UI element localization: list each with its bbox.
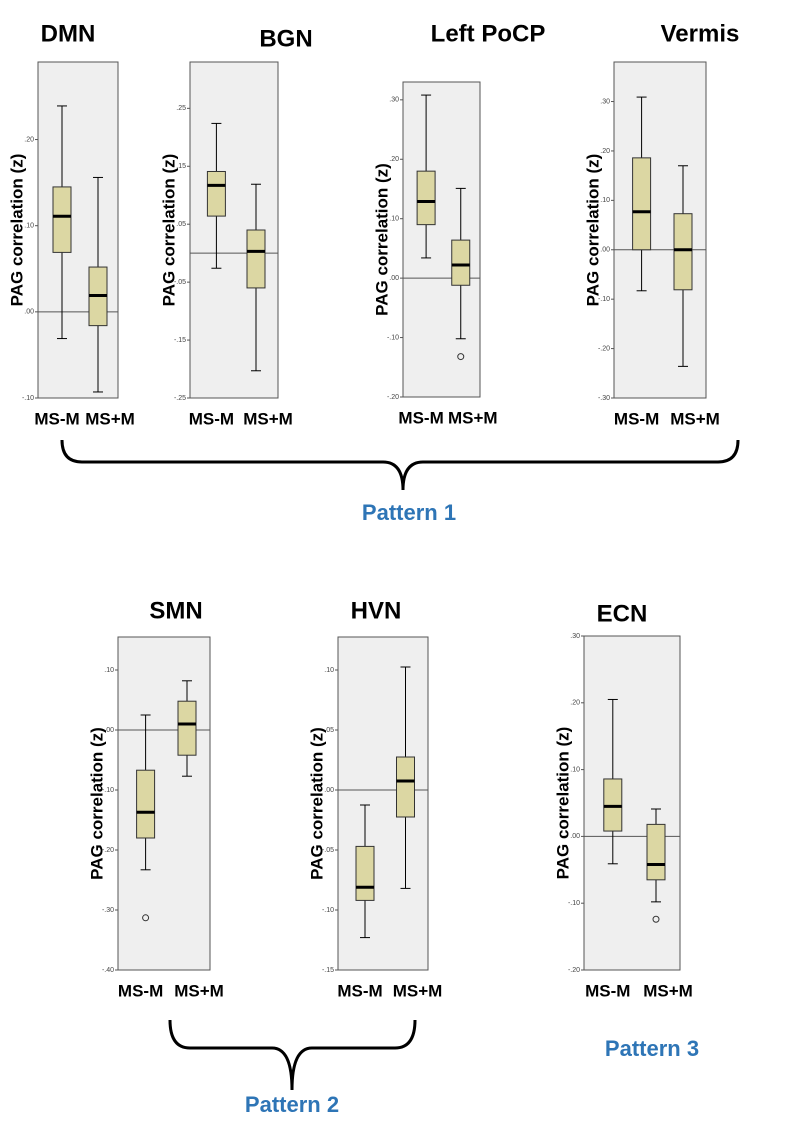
y-tick-label: .00 bbox=[600, 247, 610, 254]
y-tick-label: .00 bbox=[324, 787, 334, 794]
y-tick-label: -.20 bbox=[598, 345, 610, 352]
box bbox=[52, 186, 72, 253]
outlier bbox=[652, 915, 660, 923]
y-axis-label: PAG correlation (z) bbox=[372, 163, 391, 316]
y-tick-label: -.30 bbox=[102, 907, 114, 914]
pattern-label: Pattern 1 bbox=[362, 500, 456, 525]
y-axis-label: PAG correlation (z) bbox=[87, 727, 106, 880]
box bbox=[416, 170, 436, 226]
x-tick-label: MS+M bbox=[243, 409, 293, 428]
x-tick-label: MS+M bbox=[670, 409, 720, 428]
box bbox=[355, 845, 375, 901]
y-tick-label: .05 bbox=[324, 727, 334, 734]
y-axis-label: PAG correlation (z) bbox=[553, 727, 572, 880]
y-tick-label: .10 bbox=[24, 223, 34, 230]
plot-area bbox=[117, 636, 211, 971]
y-tick-label: -.05 bbox=[174, 279, 186, 286]
chart-title: ECN bbox=[597, 600, 648, 627]
y-tick-label: -.20 bbox=[568, 967, 580, 974]
x-tick-label: MS-M bbox=[337, 981, 382, 1000]
y-tick-label: -.15 bbox=[174, 337, 186, 344]
x-tick-label: MS-M bbox=[614, 409, 659, 428]
pattern-2-bracket bbox=[168, 1019, 417, 1091]
pattern-label: Pattern 3 bbox=[605, 1036, 699, 1061]
pattern-label: Pattern 2 bbox=[245, 1092, 339, 1117]
y-tick-label: .10 bbox=[389, 216, 399, 223]
y-tick-label: -.20 bbox=[387, 394, 399, 401]
x-tick-label: MS-M bbox=[118, 981, 163, 1000]
y-tick-label: -.10 bbox=[102, 787, 114, 794]
x-tick-label: MS-M bbox=[189, 409, 234, 428]
y-tick-label: .00 bbox=[570, 833, 580, 840]
x-tick-label: MS-M bbox=[585, 981, 630, 1000]
x-tick-label: MS+M bbox=[393, 981, 443, 1000]
box bbox=[632, 157, 652, 251]
plot-area bbox=[402, 81, 481, 398]
y-tick-label: -.25 bbox=[174, 395, 186, 402]
y-tick-label: .00 bbox=[104, 727, 114, 734]
box bbox=[673, 213, 693, 291]
outlier bbox=[142, 914, 150, 922]
x-tick-label: MS+M bbox=[643, 981, 693, 1000]
y-tick-label: -.30 bbox=[598, 395, 610, 402]
x-tick-label: MS+M bbox=[448, 408, 498, 427]
y-tick-label: .00 bbox=[24, 309, 34, 316]
y-tick-label: .20 bbox=[570, 700, 580, 707]
box bbox=[246, 229, 266, 289]
pattern-1-bracket bbox=[60, 439, 740, 491]
y-tick-label: .20 bbox=[24, 136, 34, 143]
chart-title: DMN bbox=[41, 20, 96, 47]
chart-title: Left PoCP bbox=[431, 20, 546, 47]
y-tick-label: .30 bbox=[600, 98, 610, 105]
y-tick-label: -.10 bbox=[568, 900, 580, 907]
y-tick-label: .25 bbox=[176, 105, 186, 112]
box bbox=[451, 239, 471, 286]
x-tick-label: MS-M bbox=[398, 408, 443, 427]
chart-title: BGN bbox=[259, 25, 312, 52]
box bbox=[136, 769, 156, 839]
y-tick-label: .00 bbox=[389, 275, 399, 282]
y-tick-label: .20 bbox=[600, 148, 610, 155]
x-tick-label: MS-M bbox=[34, 409, 79, 428]
y-tick-label: -.40 bbox=[102, 967, 114, 974]
box bbox=[206, 170, 226, 217]
outlier bbox=[457, 353, 465, 361]
y-tick-label: .15 bbox=[176, 163, 186, 170]
y-tick-label: .10 bbox=[104, 667, 114, 674]
y-axis-label: PAG correlation (z) bbox=[583, 154, 602, 307]
box bbox=[177, 700, 197, 756]
plot-area bbox=[37, 61, 119, 399]
y-axis-label: PAG correlation (z) bbox=[159, 154, 178, 307]
y-tick-label: .10 bbox=[570, 766, 580, 773]
y-tick-label: .20 bbox=[389, 156, 399, 163]
y-tick-label: .30 bbox=[570, 633, 580, 640]
chart-title: HVN bbox=[351, 597, 402, 624]
y-tick-label: .30 bbox=[389, 97, 399, 104]
y-tick-label: .10 bbox=[600, 197, 610, 204]
y-tick-label: -.20 bbox=[102, 847, 114, 854]
y-axis-label: PAG correlation (z) bbox=[307, 727, 326, 880]
y-tick-label: -.15 bbox=[322, 967, 334, 974]
y-tick-label: -.10 bbox=[387, 334, 399, 341]
y-tick-label: -.10 bbox=[22, 395, 34, 402]
x-tick-label: MS+M bbox=[174, 981, 224, 1000]
y-tick-label: -.10 bbox=[322, 907, 334, 914]
y-axis-label: PAG correlation (z) bbox=[7, 154, 26, 307]
plot-area bbox=[583, 635, 681, 971]
chart-title: SMN bbox=[149, 597, 202, 624]
box bbox=[396, 756, 415, 818]
box bbox=[646, 823, 666, 881]
y-tick-label: .10 bbox=[324, 667, 334, 674]
x-tick-label: MS+M bbox=[85, 409, 135, 428]
chart-title: Vermis bbox=[661, 20, 740, 47]
y-tick-label: -.05 bbox=[322, 847, 334, 854]
y-tick-label: .05 bbox=[176, 221, 186, 228]
y-tick-label: -.10 bbox=[598, 296, 610, 303]
